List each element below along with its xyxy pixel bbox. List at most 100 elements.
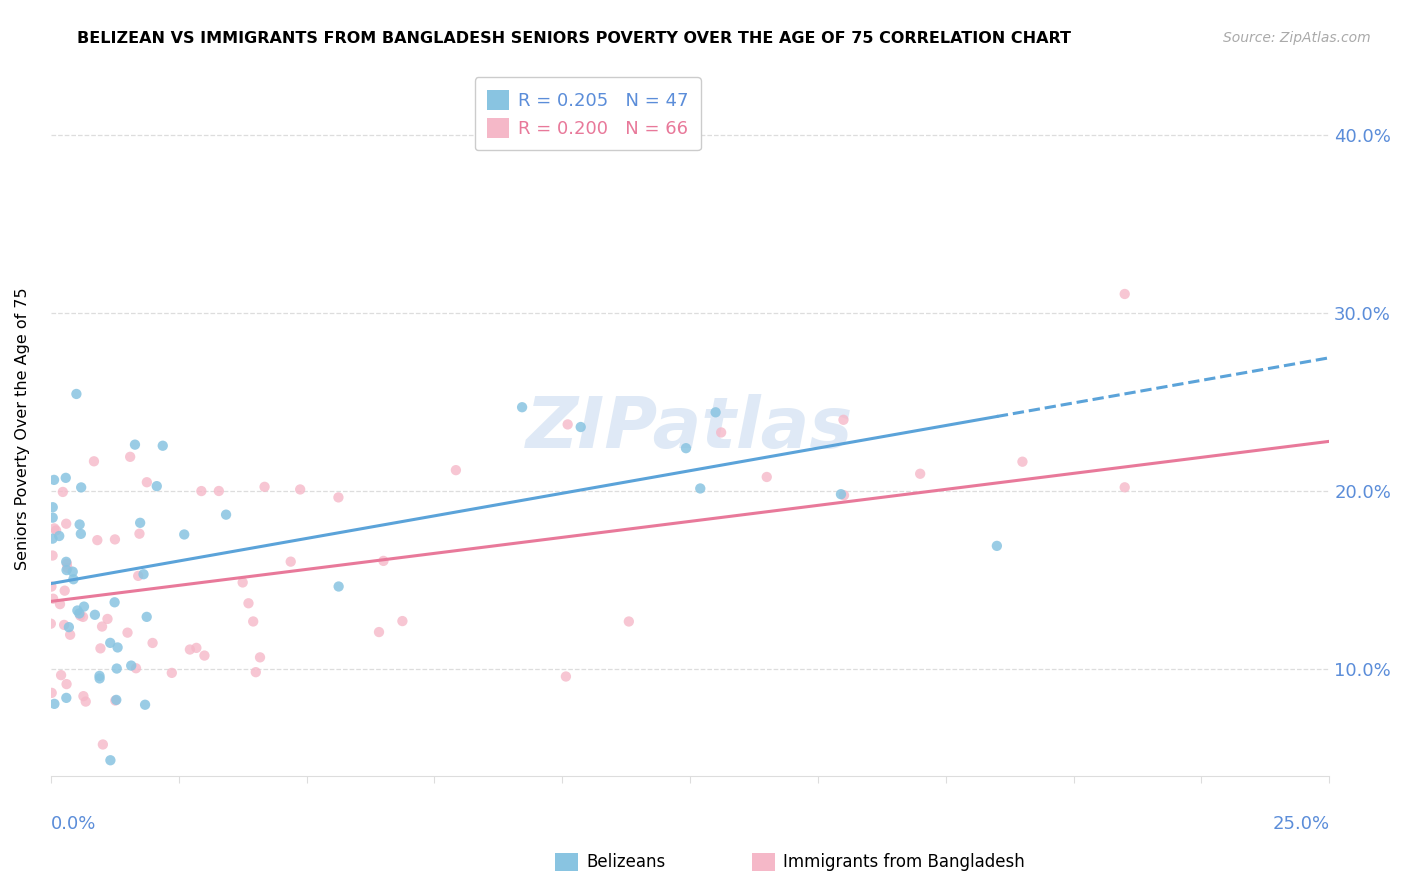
Point xyxy=(100,753,122,767)
Point xyxy=(58,620,80,634)
Point xyxy=(55,516,77,531)
Text: Belizeans: Belizeans xyxy=(586,853,665,871)
Point xyxy=(208,483,231,498)
Point xyxy=(59,628,82,642)
Point xyxy=(72,610,94,624)
Point xyxy=(117,625,139,640)
Point xyxy=(55,690,77,705)
Point xyxy=(44,521,66,535)
Point xyxy=(69,608,91,623)
Point xyxy=(105,693,128,707)
Point xyxy=(135,610,157,624)
Point xyxy=(66,603,89,617)
Point xyxy=(89,672,111,686)
Text: 25.0%: 25.0% xyxy=(1272,814,1329,833)
Point xyxy=(288,483,311,497)
Point xyxy=(328,491,350,505)
Point xyxy=(41,510,63,524)
Point xyxy=(53,583,76,598)
Point xyxy=(70,526,93,541)
Point xyxy=(120,450,142,464)
Point xyxy=(42,500,65,515)
Point xyxy=(142,636,165,650)
Point xyxy=(104,693,127,707)
Point xyxy=(617,615,640,629)
Point xyxy=(193,648,215,663)
Point xyxy=(569,420,592,434)
Point xyxy=(129,516,152,530)
Point xyxy=(146,479,169,493)
Point xyxy=(91,619,114,633)
Point xyxy=(135,475,157,490)
Point xyxy=(554,669,576,683)
Point xyxy=(253,480,276,494)
Point xyxy=(89,669,111,683)
Point xyxy=(104,595,127,609)
Point xyxy=(44,697,66,711)
Text: BELIZEAN VS IMMIGRANTS FROM BANGLADESH SENIORS POVERTY OVER THE AGE OF 75 CORREL: BELIZEAN VS IMMIGRANTS FROM BANGLADESH S… xyxy=(77,31,1071,46)
Point xyxy=(1011,455,1033,469)
Point xyxy=(56,557,79,571)
Point xyxy=(67,607,90,621)
Point xyxy=(986,539,1008,553)
Point xyxy=(190,484,212,499)
Bar xyxy=(752,853,775,871)
Point xyxy=(62,565,84,579)
Point xyxy=(73,599,96,614)
Point xyxy=(69,517,91,532)
Point xyxy=(45,524,67,538)
Text: 0.0%: 0.0% xyxy=(51,814,96,833)
Point xyxy=(127,569,149,583)
Point xyxy=(242,615,264,629)
Point xyxy=(91,738,114,752)
Point xyxy=(70,480,93,494)
Point xyxy=(245,665,267,680)
Point xyxy=(120,658,142,673)
Point xyxy=(124,437,146,451)
Point xyxy=(444,463,467,477)
Point xyxy=(1114,287,1136,301)
Text: Immigrants from Bangladesh: Immigrants from Bangladesh xyxy=(783,853,1025,871)
Point xyxy=(72,689,94,703)
Point xyxy=(830,487,852,501)
Point xyxy=(832,488,855,502)
Point xyxy=(510,401,533,415)
Point xyxy=(328,580,350,594)
Point xyxy=(83,607,105,622)
Point xyxy=(134,698,156,712)
Point xyxy=(249,650,271,665)
Point xyxy=(55,555,77,569)
Point xyxy=(42,473,65,487)
Point xyxy=(53,618,76,632)
Point xyxy=(98,636,121,650)
Point xyxy=(173,527,195,541)
Point xyxy=(41,549,63,563)
Point xyxy=(391,614,413,628)
Point xyxy=(105,661,128,675)
Point xyxy=(89,641,111,656)
Point xyxy=(557,417,579,432)
Point xyxy=(83,454,105,468)
Point xyxy=(55,471,77,485)
Legend: R = 0.205   N = 47, R = 0.200   N = 66: R = 0.205 N = 47, R = 0.200 N = 66 xyxy=(475,78,702,151)
Point xyxy=(186,640,208,655)
Point xyxy=(238,596,260,610)
Point xyxy=(75,695,97,709)
Point xyxy=(373,554,395,568)
Point xyxy=(55,677,77,691)
Point xyxy=(908,467,931,481)
Point xyxy=(132,567,155,582)
Point xyxy=(179,642,201,657)
Point xyxy=(689,482,711,496)
Point xyxy=(41,580,63,594)
Point xyxy=(62,572,84,586)
Point xyxy=(215,508,238,522)
Point xyxy=(52,485,75,500)
Point xyxy=(704,405,727,419)
Point xyxy=(1114,480,1136,494)
Point xyxy=(107,640,129,655)
Point xyxy=(55,563,77,577)
Point xyxy=(86,533,108,548)
Point xyxy=(41,686,63,700)
Point xyxy=(128,526,150,541)
